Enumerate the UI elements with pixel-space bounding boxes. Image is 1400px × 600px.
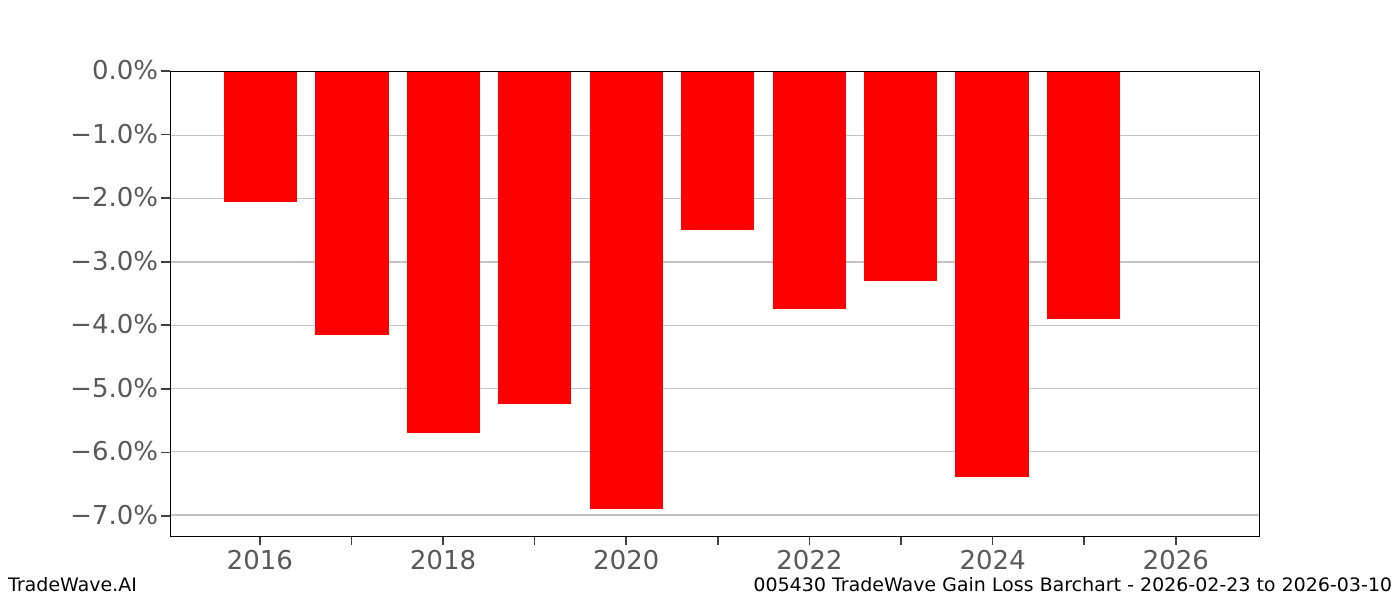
bar-2022: [772, 72, 846, 310]
x-tick-mark: [258, 537, 261, 545]
watermark-text: TradeWave.AI: [8, 574, 137, 596]
x-tick-label: 2020: [593, 546, 660, 576]
bar-2019: [498, 72, 572, 405]
x-tick-label: 2022: [776, 546, 843, 576]
x-tick-mark: [1083, 537, 1085, 545]
y-tick-mark: [161, 451, 170, 454]
x-tick-mark: [716, 537, 719, 545]
bar-2016: [224, 72, 298, 202]
y-tick-mark: [161, 324, 170, 327]
bar-2024: [955, 72, 1029, 478]
y-tick-mark: [161, 70, 170, 72]
x-tick-mark: [533, 537, 536, 545]
gridline-−7.0%: [171, 514, 1259, 516]
x-tick-mark: [625, 537, 627, 545]
y-tick-label: −2.0%: [70, 183, 158, 214]
x-tick-mark: [1174, 537, 1177, 545]
y-tick-label: 0.0%: [91, 56, 158, 86]
gridline-−3.0%: [171, 261, 1259, 263]
y-tick-mark: [161, 388, 170, 390]
bar-2020: [589, 72, 663, 509]
bar-2018: [406, 72, 481, 433]
bar-2021: [681, 72, 755, 231]
gridline-−6.0%: [171, 451, 1259, 453]
y-tick-mark: [161, 197, 170, 199]
bar-2025: [1046, 72, 1121, 319]
y-tick-label: −6.0%: [70, 437, 158, 468]
y-tick-mark: [161, 133, 170, 136]
x-tick-mark: [808, 537, 811, 545]
x-tick-mark: [350, 537, 353, 545]
y-tick-mark: [161, 260, 170, 263]
x-tick-label: 2016: [226, 546, 293, 576]
x-tick-label: 2018: [409, 546, 477, 576]
y-tick-label: −5.0%: [70, 373, 158, 404]
y-tick-mark: [161, 515, 170, 517]
x-tick-mark: [900, 537, 902, 545]
x-tick-label: 2024: [959, 546, 1026, 576]
x-tick-mark: [991, 537, 994, 545]
gridline-−4.0%: [171, 324, 1259, 326]
y-tick-label: −7.0%: [70, 501, 158, 532]
x-tick-label: 2026: [1142, 546, 1209, 576]
bar-2017: [315, 72, 389, 335]
y-tick-label: −3.0%: [70, 246, 158, 277]
bar-2023: [864, 72, 938, 281]
x-tick-mark: [442, 537, 444, 545]
y-tick-label: −1.0%: [70, 119, 158, 150]
plot-area: [170, 71, 1260, 537]
gridline-−5.0%: [171, 387, 1259, 390]
chart-caption: 005430 TradeWave Gain Loss Barchart - 20…: [753, 574, 1392, 596]
y-tick-label: −4.0%: [70, 310, 158, 341]
